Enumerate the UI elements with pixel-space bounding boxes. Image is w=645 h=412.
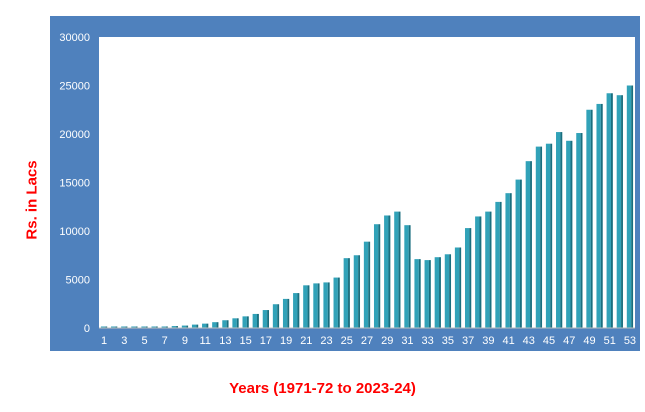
bar: [282, 298, 290, 328]
bar: [485, 211, 492, 328]
bar: [394, 211, 401, 328]
bar: [151, 326, 158, 328]
bar: [404, 225, 411, 328]
y-tick-label: 10000: [59, 226, 90, 238]
bar: [191, 324, 199, 328]
bar: [535, 146, 543, 328]
bar: [606, 93, 613, 328]
bar: [495, 201, 502, 328]
bar: [242, 316, 249, 328]
bar: [100, 326, 108, 328]
bar: [141, 326, 148, 328]
y-tick-label: 5000: [66, 275, 90, 287]
x-tick-label: 17: [260, 335, 272, 347]
y-tick-label: 25000: [59, 81, 90, 93]
bar: [222, 320, 229, 328]
bar: [303, 285, 310, 328]
x-tick-label: 53: [624, 335, 636, 347]
bar: [333, 277, 340, 328]
x-tick-label: 7: [162, 335, 168, 347]
bar: [323, 282, 330, 328]
x-tick-label: 23: [320, 335, 332, 347]
y-tick-label: 0: [84, 323, 90, 335]
bar: [373, 224, 381, 328]
bar: [343, 258, 350, 328]
x-tick-label: 1: [101, 335, 107, 347]
bar: [505, 193, 512, 328]
bar: [353, 255, 361, 328]
x-tick-label: 31: [401, 335, 413, 347]
x-tick-label: 29: [381, 335, 393, 347]
bar: [313, 283, 320, 328]
bar: [272, 304, 280, 328]
x-tick-label: 19: [280, 335, 292, 347]
bar: [515, 179, 522, 328]
x-tick-label: 49: [583, 335, 595, 347]
x-tick-label: 39: [482, 335, 494, 347]
x-tick-label: 43: [523, 335, 535, 347]
y-tick-label: 30000: [59, 32, 90, 44]
bar: [545, 143, 553, 328]
bar: [475, 216, 482, 328]
bar: [596, 103, 603, 329]
bar: [262, 310, 270, 328]
x-tick-label: 9: [182, 335, 188, 347]
bar: [616, 95, 623, 328]
x-tick-label: 13: [219, 335, 231, 347]
y-tick-label: 15000: [59, 178, 90, 190]
x-tick-label: 33: [422, 335, 434, 347]
x-tick-label: 27: [361, 335, 373, 347]
x-tick-label: 35: [442, 335, 454, 347]
x-tick-label: 47: [563, 335, 575, 347]
x-tick-label: 21: [300, 335, 312, 347]
bar: [384, 215, 391, 328]
bar: [232, 318, 239, 328]
bar: [576, 133, 583, 328]
y-tick-label: 20000: [59, 129, 90, 141]
bar: [131, 326, 138, 328]
bar: [121, 326, 128, 328]
bar: [434, 257, 441, 328]
x-tick-label: 37: [462, 335, 474, 347]
x-tick-label: 25: [341, 335, 353, 347]
bar: [566, 140, 573, 328]
bar: [293, 293, 300, 328]
bar: [111, 326, 118, 328]
x-tick-label: 41: [502, 335, 514, 347]
bar: [171, 326, 178, 328]
x-tick-label: 45: [543, 335, 555, 347]
bar: [252, 313, 259, 328]
x-axis-label: Years (1971-72 to 2023-24): [229, 380, 416, 397]
bar: [181, 325, 189, 328]
x-tick-label: 5: [141, 335, 147, 347]
chart-frame: 0 5000 10000 15000 20000 25000 30000 1 3 5 7 9 11 13 1…: [50, 16, 640, 351]
bar: [414, 259, 421, 328]
x-tick-label: 11: [199, 335, 210, 347]
bar: [212, 322, 219, 328]
bar: [424, 260, 431, 328]
x-tick-label: 51: [604, 335, 616, 347]
x-tick-label: 3: [121, 335, 127, 347]
bar: [454, 247, 462, 328]
y-axis-label: Rs. in Lacs: [23, 160, 41, 240]
bar: [363, 241, 371, 328]
bar: [202, 323, 209, 328]
x-tick-label: 15: [240, 335, 252, 347]
bar: [464, 228, 472, 328]
bar: [586, 109, 593, 328]
bar: [525, 161, 532, 328]
bar: [626, 85, 634, 328]
bar: [556, 132, 563, 328]
bar: [161, 326, 168, 328]
bar: [444, 254, 452, 328]
